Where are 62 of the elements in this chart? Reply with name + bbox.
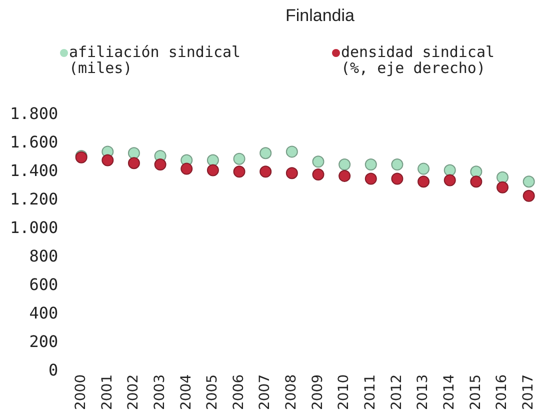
point xyxy=(286,167,298,180)
x-tick-label: 2011 xyxy=(362,374,379,410)
y-tick-label: 800 xyxy=(29,246,58,266)
x-tick-label: 2002 xyxy=(126,374,142,410)
x-tick-label: 2016 xyxy=(494,374,510,410)
x-tick-label: 2012 xyxy=(388,374,405,410)
point xyxy=(338,158,351,171)
x-tick-label: 2017 xyxy=(520,374,536,410)
point xyxy=(364,158,377,171)
y-tick-label: 1.400 xyxy=(10,160,58,180)
point xyxy=(128,157,140,170)
y-tick-label: 600 xyxy=(29,274,58,294)
x-tick-label: 2003 xyxy=(152,374,168,410)
x-tick-label: 2004 xyxy=(178,374,194,410)
x-tick-label: 2006 xyxy=(230,374,247,410)
x-tick-label: 2010 xyxy=(336,374,352,410)
point xyxy=(128,147,140,160)
x-tick-label: 2005 xyxy=(204,374,221,410)
y-tick-label: 1.800 xyxy=(10,104,58,123)
point xyxy=(418,176,430,188)
point xyxy=(444,164,456,176)
point xyxy=(260,166,272,178)
x-tick-label: 2015 xyxy=(468,374,484,410)
point xyxy=(496,181,509,194)
x-tick-label: 2008 xyxy=(284,374,300,410)
point xyxy=(312,156,324,168)
chart-title: Finlandia xyxy=(284,6,356,26)
legend-label: afiliación sindical (miles) xyxy=(69,43,242,77)
point xyxy=(364,172,377,185)
point xyxy=(233,166,246,178)
point xyxy=(391,172,404,185)
x-tick-label: 2009 xyxy=(310,374,326,410)
point xyxy=(180,162,193,175)
y-tick-label: 1.600 xyxy=(10,132,58,152)
x-tick-label: 2007 xyxy=(257,374,274,410)
point xyxy=(470,176,482,188)
y-tick-label: 1.000 xyxy=(10,218,58,237)
y-tick-label: 400 xyxy=(29,303,58,322)
point xyxy=(522,190,535,202)
y-tick-label: 0 xyxy=(48,360,58,380)
x-tick-label: 2000 xyxy=(72,374,89,410)
point xyxy=(312,168,324,181)
point xyxy=(260,147,272,160)
point xyxy=(206,154,219,166)
point xyxy=(286,146,298,158)
x-tick-label: 2001 xyxy=(99,374,116,410)
point xyxy=(444,174,456,186)
x-tick-label: 2014 xyxy=(442,374,458,410)
point xyxy=(496,171,509,184)
point xyxy=(522,176,535,188)
y-tick-label: 1.200 xyxy=(10,189,58,208)
point xyxy=(102,154,114,166)
point xyxy=(154,158,166,171)
point xyxy=(418,162,430,175)
legend-label: densidad sindical (%, eje derecho) xyxy=(341,43,496,77)
point xyxy=(338,170,351,182)
x-tick-label: 2013 xyxy=(415,374,432,410)
point xyxy=(391,158,404,171)
point xyxy=(206,164,219,176)
y-tick-label: 200 xyxy=(29,332,58,351)
point xyxy=(233,152,246,165)
point xyxy=(470,166,482,178)
